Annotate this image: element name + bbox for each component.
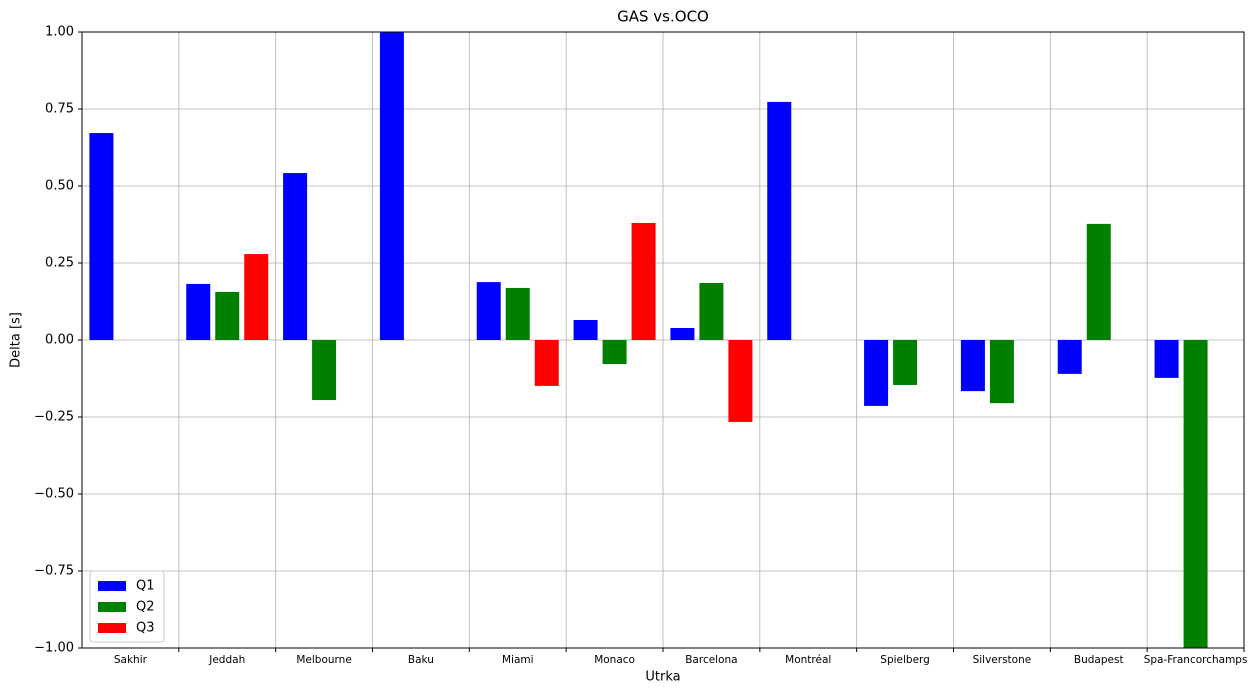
x-tick-label: Montréal	[785, 654, 831, 666]
y-tick-label: 0.00	[45, 333, 74, 348]
bar	[186, 283, 211, 340]
bar	[1057, 340, 1082, 374]
x-tick-label: Monaco	[594, 654, 635, 666]
y-tick-label: −0.50	[34, 487, 74, 502]
y-tick-label: −1.00	[34, 641, 74, 656]
legend-swatch	[98, 581, 126, 591]
grid	[82, 31, 1244, 649]
x-tick-label: Spa-Francorchamps	[1144, 654, 1248, 666]
legend-label: Q3	[136, 621, 155, 636]
bar	[1154, 340, 1179, 378]
bars	[89, 32, 1208, 648]
chart-title: GAS vs.OCO	[617, 8, 709, 26]
x-tick-label: Baku	[408, 654, 434, 666]
y-tick-label: −0.75	[34, 564, 74, 579]
bar	[1183, 340, 1208, 648]
y-tick-label: 0.50	[45, 179, 74, 194]
x-axis-label: Utrka	[645, 670, 680, 685]
x-tick-label: Spielberg	[880, 654, 930, 666]
x-tick-label: Sakhir	[114, 654, 148, 666]
bar	[379, 32, 404, 340]
bar	[989, 340, 1014, 404]
y-tick-label: 1.00	[45, 25, 74, 40]
bar	[728, 340, 753, 422]
x-tick-label: Barcelona	[685, 654, 737, 666]
legend-swatch	[98, 602, 126, 612]
x-tick-label: Miami	[502, 654, 534, 666]
bar	[864, 340, 889, 406]
bar	[699, 283, 724, 340]
bar	[244, 254, 269, 340]
bar	[215, 291, 240, 340]
y-axis-label: Delta [s]	[9, 312, 24, 368]
legend: Q1 Q2 Q3	[89, 570, 165, 643]
bar	[767, 101, 792, 340]
x-tick-label: Silverstone	[973, 654, 1032, 666]
bar	[1086, 223, 1111, 340]
bar	[89, 133, 114, 340]
y-tick-label: −0.25	[34, 410, 74, 425]
bar	[670, 327, 695, 340]
bar	[505, 287, 530, 340]
bar	[283, 173, 308, 340]
bar	[893, 340, 918, 385]
bar	[960, 340, 985, 392]
y-tick-label: 0.25	[45, 256, 74, 271]
bar	[631, 222, 656, 340]
x-tick-label: Budapest	[1074, 654, 1124, 666]
legend-label: Q2	[136, 600, 155, 615]
bar	[534, 340, 559, 386]
axes: −1.00 −0.75 −0.50 −0.25 0.00 0.25 0.50 0.75 1.00…	[34, 25, 1247, 667]
legend-label: Q1	[136, 579, 155, 594]
bar	[312, 340, 337, 401]
legend-swatch	[98, 623, 126, 633]
y-tick-label: 0.75	[45, 102, 74, 117]
x-tick-label: Melbourne	[296, 654, 351, 666]
bar	[476, 282, 501, 340]
bar	[602, 340, 627, 365]
x-tick-label: Jeddah	[208, 654, 245, 666]
bar	[573, 319, 598, 340]
